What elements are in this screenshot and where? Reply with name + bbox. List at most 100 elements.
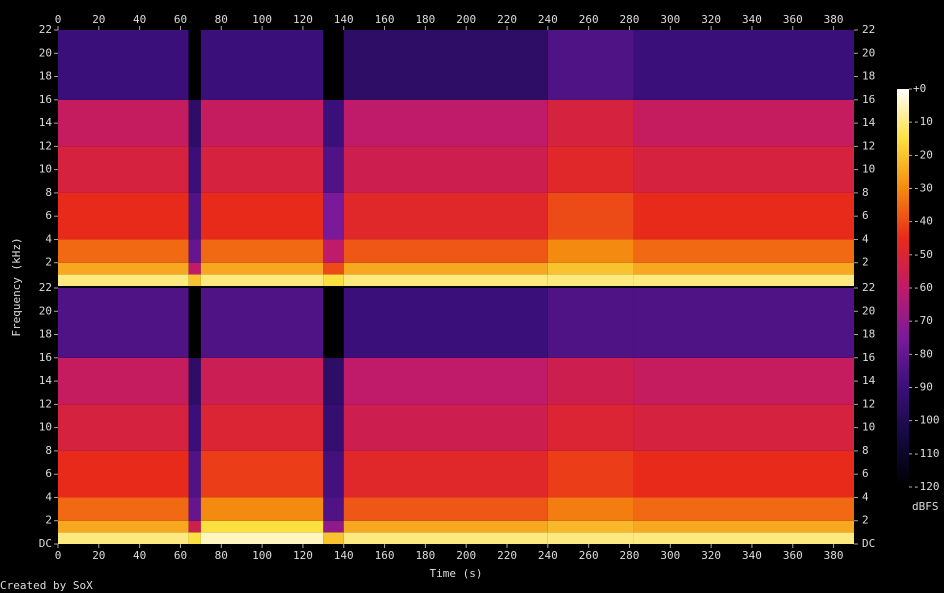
spectrogram-cell xyxy=(547,532,634,544)
y-tick-label: 8 xyxy=(862,186,869,199)
spectrogram-cell xyxy=(200,357,324,405)
y-tick-label: 18 xyxy=(39,70,52,83)
spectrogram-cell xyxy=(547,520,634,533)
colorbar xyxy=(897,89,909,487)
spectrogram-cell xyxy=(188,357,201,405)
spectrogram-cell xyxy=(323,274,344,286)
spectrogram-cell xyxy=(200,288,324,358)
colorbar-tick-label: -50 xyxy=(913,248,933,261)
spectrogram-cell xyxy=(188,239,201,263)
colorbar-tick-label: -70 xyxy=(913,314,933,327)
spectrogram-cell xyxy=(547,239,634,263)
spectrogram-cell xyxy=(633,99,854,147)
x-axis-label: Time (s) xyxy=(430,567,483,580)
y-tick-label: 16 xyxy=(862,93,875,106)
y-tick-label: 16 xyxy=(39,351,52,364)
y-tick-label: 8 xyxy=(45,186,52,199)
spectrogram-cell xyxy=(58,274,189,286)
spectrogram-cell xyxy=(547,357,634,405)
spectrogram-cell xyxy=(58,288,189,358)
spectrogram-cell xyxy=(633,404,854,451)
spectrogram-cell xyxy=(323,192,344,240)
y-tick-label: 20 xyxy=(39,304,52,317)
spectrogram-cell xyxy=(188,532,201,544)
spectrogram-cell xyxy=(323,262,344,275)
spectrogram-cell xyxy=(58,146,189,193)
spectrogram-cell xyxy=(343,532,548,544)
spectrogram-cell xyxy=(200,192,324,240)
spectrogram-cell xyxy=(323,288,344,358)
x-tick-label: 100 xyxy=(252,549,272,562)
x-tick-label: 40 xyxy=(133,549,146,562)
y-tick-label: 12 xyxy=(862,397,875,410)
x-tick-label: 320 xyxy=(701,13,721,26)
y-tick-label: 4 xyxy=(45,232,52,245)
y-tick-label: 20 xyxy=(862,304,875,317)
spectrogram-cell xyxy=(58,30,189,100)
spectrogram-cell xyxy=(200,450,324,498)
spectrogram-cell xyxy=(188,192,201,240)
y-tick-label: 18 xyxy=(862,70,875,83)
y-tick-label: 14 xyxy=(862,116,876,129)
x-tick-label: 340 xyxy=(742,13,762,26)
x-tick-label: 260 xyxy=(579,13,599,26)
spectrogram-cell xyxy=(200,497,324,521)
spectrogram-cell xyxy=(323,239,344,263)
spectrogram-cell xyxy=(547,146,634,193)
spectrogram-cell xyxy=(633,30,854,100)
spectrogram-cell xyxy=(547,497,634,521)
spectrogram-cell xyxy=(323,497,344,521)
colorbar-tick-label: -80 xyxy=(913,347,933,360)
spectrogram-cell xyxy=(343,274,548,286)
x-tick-label: 160 xyxy=(375,13,395,26)
spectrogram-cell xyxy=(58,357,189,405)
y-tick-label: 18 xyxy=(39,328,52,341)
y-tick-label: 10 xyxy=(39,421,52,434)
spectrogram-cell xyxy=(547,30,634,100)
y-tick-label: 4 xyxy=(862,490,869,503)
spectrogram-cell xyxy=(58,99,189,147)
spectrogram-cell xyxy=(323,146,344,193)
y-tick-label: 16 xyxy=(39,93,52,106)
spectrogram-cell xyxy=(58,239,189,263)
y-tick-label: 6 xyxy=(45,209,52,222)
spectrogram-cell xyxy=(633,192,854,240)
x-tick-label: 160 xyxy=(375,549,395,562)
x-tick-label: 380 xyxy=(824,549,844,562)
y-tick-label: 22 xyxy=(862,23,875,36)
y-tick-label: 16 xyxy=(862,351,875,364)
spectrogram-cell xyxy=(343,262,548,275)
y-tick-label: DC xyxy=(862,537,875,550)
spectrogram-cell xyxy=(188,262,201,275)
x-tick-label: 220 xyxy=(497,13,517,26)
spectrogram-cell xyxy=(547,274,634,286)
y-tick-label: 20 xyxy=(39,46,52,59)
spectrogram-cell xyxy=(188,404,201,451)
spectrogram-cell xyxy=(343,99,548,147)
spectrogram-cell xyxy=(323,357,344,405)
y-tick-label: 10 xyxy=(862,421,875,434)
spectrogram-cell xyxy=(200,404,324,451)
spectrogram-cell xyxy=(200,30,324,100)
spectrogram-cell xyxy=(200,99,324,147)
spectrogram-cell xyxy=(547,192,634,240)
y-tick-label: 14 xyxy=(39,116,53,129)
spectrogram-cell xyxy=(633,288,854,358)
y-tick-label: 4 xyxy=(45,490,52,503)
spectrogram-cell xyxy=(200,274,324,286)
x-tick-label: 200 xyxy=(456,13,476,26)
x-tick-label: 380 xyxy=(824,13,844,26)
x-tick-label: 120 xyxy=(293,549,313,562)
y-axis-label: Frequency (kHz) xyxy=(10,237,23,336)
spectrogram-cell xyxy=(58,404,189,451)
x-tick-label: 360 xyxy=(783,549,803,562)
y-tick-label: 2 xyxy=(862,256,869,269)
x-tick-label: 360 xyxy=(783,13,803,26)
x-tick-label: 260 xyxy=(579,549,599,562)
spectrogram-cell xyxy=(58,497,189,521)
x-tick-label: 120 xyxy=(293,13,313,26)
spectrogram-cell xyxy=(343,520,548,533)
x-tick-label: 300 xyxy=(660,13,680,26)
x-tick-label: 20 xyxy=(92,549,105,562)
